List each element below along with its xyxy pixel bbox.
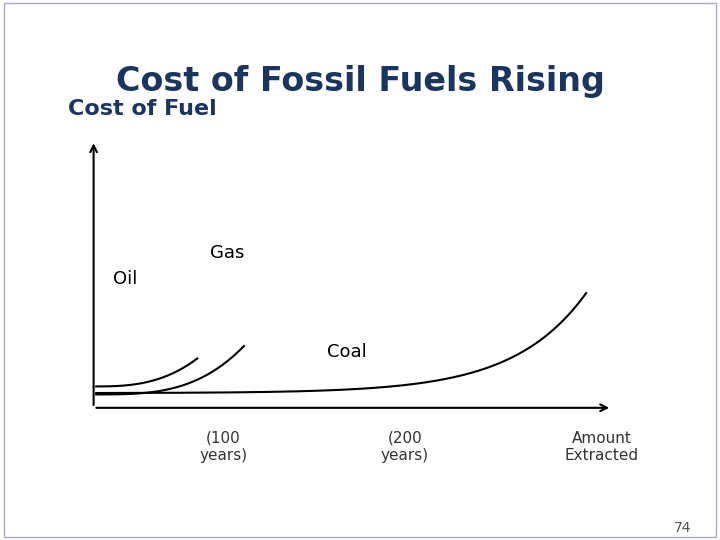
Text: Cost of Fossil Fuels Rising: Cost of Fossil Fuels Rising: [116, 65, 604, 98]
Text: 74: 74: [674, 521, 691, 535]
Text: Oil: Oil: [113, 271, 138, 288]
Text: (100
years): (100 years): [199, 430, 247, 463]
Text: Cost of Fuel: Cost of Fuel: [68, 99, 217, 119]
Text: Gas: Gas: [210, 244, 245, 262]
Text: Amount
Extracted: Amount Extracted: [564, 430, 639, 463]
Text: Coal: Coal: [327, 343, 366, 361]
Text: (200
years): (200 years): [381, 430, 428, 463]
